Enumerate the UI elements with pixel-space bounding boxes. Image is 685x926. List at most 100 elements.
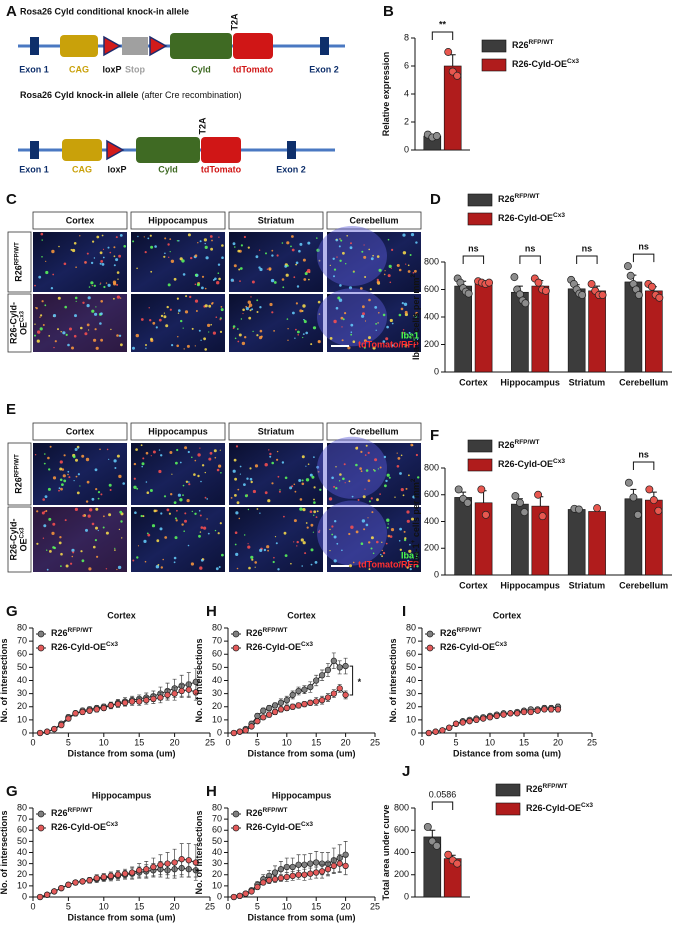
series-marker — [342, 862, 349, 869]
micrograph-cell — [269, 302, 273, 307]
micrograph-cell — [75, 300, 77, 302]
y-tick-label: 0 — [434, 366, 439, 376]
micrograph-cell — [85, 528, 88, 532]
micrograph-cell — [118, 254, 121, 258]
micrograph-cell — [281, 242, 284, 244]
micrograph-cell — [287, 339, 289, 341]
series-marker — [486, 714, 494, 721]
label: Exon 1 — [19, 164, 49, 174]
label: CAG — [72, 164, 92, 174]
label: Cyld — [158, 164, 178, 174]
series-marker — [236, 728, 243, 735]
micrograph-cell — [359, 287, 363, 290]
micrograph-cell — [119, 297, 122, 299]
x-tick-label: Cerebellum — [619, 377, 668, 387]
micrograph-cell — [218, 464, 222, 468]
y-axis-title-part: No. of intersections — [194, 810, 204, 894]
micrograph-cell — [149, 489, 153, 492]
micrograph-cell — [328, 497, 333, 501]
y-tick-label: 800 — [424, 462, 439, 472]
micrograph-cell — [295, 261, 299, 265]
micrograph-cell — [116, 454, 120, 458]
micrograph-cell — [259, 267, 263, 272]
micrograph-cell — [183, 348, 185, 350]
series-marker — [283, 704, 290, 712]
micrograph-cell — [110, 328, 112, 331]
stain-label: tdTomato/RFP — [358, 339, 419, 349]
micrograph-cell — [88, 286, 91, 288]
series-marker — [301, 871, 308, 878]
micrograph-cell — [159, 527, 163, 531]
micrograph-region — [317, 288, 387, 347]
micrograph-cell — [370, 257, 374, 261]
legend-label: R26-Cyld-OECx3 — [51, 641, 118, 652]
micrograph-cell — [177, 336, 179, 338]
micrograph-cell — [219, 522, 222, 525]
micrograph-cell — [190, 562, 194, 566]
x-tick-label: Hippocampus — [500, 377, 560, 387]
series-marker — [266, 711, 273, 718]
micrograph-cell — [396, 465, 400, 468]
micrograph-cell — [329, 337, 333, 340]
micrograph-cell — [70, 562, 73, 565]
micrograph-cell — [336, 542, 339, 545]
micrograph-cell — [221, 256, 224, 260]
y-tick-label: 60 — [17, 649, 27, 659]
micrograph-cell — [191, 456, 193, 459]
micrograph-cell — [211, 302, 214, 305]
series-marker — [242, 890, 249, 897]
micrograph-cell — [310, 523, 314, 527]
micrograph-cell — [121, 537, 123, 539]
micrograph-cell — [39, 316, 41, 318]
series-marker — [58, 721, 65, 729]
micrograph-cell — [404, 537, 407, 540]
micrograph-cell — [140, 514, 143, 518]
chart-title: Cortex — [107, 610, 136, 620]
y-tick-label: 80 — [406, 622, 416, 632]
chart-title: Cortex — [287, 610, 316, 620]
micrograph-cell — [48, 517, 52, 521]
y-axis-title: Iba-1+ cells per mm2 — [410, 274, 421, 360]
micrograph-cell — [415, 311, 418, 315]
micrograph-cell — [316, 510, 319, 513]
micrograph-cell — [370, 497, 373, 500]
micrograph-cell — [144, 251, 147, 254]
micrograph-cell — [318, 259, 321, 262]
micrograph-cell — [57, 296, 61, 300]
series-marker — [313, 869, 320, 876]
micrograph-cell — [389, 535, 393, 538]
micrograph-cell — [69, 327, 72, 331]
micrograph-cell — [187, 544, 190, 547]
data-point — [534, 278, 543, 287]
series-marker — [289, 872, 296, 880]
legend-swatch — [495, 783, 521, 797]
x-tick-label: 5 — [66, 737, 71, 747]
x-tick-label: 0 — [225, 737, 230, 747]
micrograph-cell — [259, 548, 263, 553]
panel-label: G — [6, 783, 18, 800]
micrograph-cell — [276, 450, 279, 453]
legend-label: R26RFP/WT — [51, 807, 92, 818]
data-point — [655, 293, 664, 302]
legend-label-sup: Cx3 — [301, 821, 313, 828]
micrograph-cell — [239, 267, 243, 270]
y-axis-title-part: Iba-1 — [411, 339, 421, 360]
y-axis-title-part: No. of intersections — [0, 638, 9, 722]
micrograph-cell — [34, 334, 36, 337]
data-point — [432, 841, 441, 850]
micrograph-cell — [114, 467, 117, 469]
micrograph-cell — [177, 298, 179, 300]
micrograph-cell — [378, 312, 380, 314]
micrograph-cell — [63, 454, 66, 457]
micrograph-cell — [82, 301, 85, 304]
micrograph-cell — [333, 535, 337, 539]
micrograph-cell — [271, 311, 274, 314]
micrograph-cell — [152, 321, 156, 325]
micrograph-cell — [368, 248, 371, 251]
legend-label: R26RFP/WT — [498, 193, 539, 204]
micrograph-cell — [317, 530, 321, 534]
micrograph-cell — [307, 463, 310, 466]
micrograph-cell — [289, 486, 293, 490]
micrograph-cell — [405, 263, 407, 265]
legend-label-main: R26 — [440, 628, 457, 638]
